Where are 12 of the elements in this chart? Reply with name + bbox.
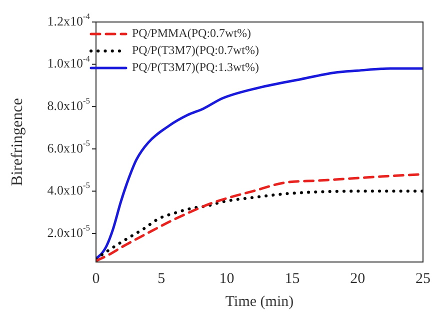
x-tick-label: 15 bbox=[284, 270, 300, 287]
x-axis-title: Time (min) bbox=[225, 294, 294, 310]
legend-label: PQ/P(T3M7)(PQ:1.3wt%) bbox=[132, 60, 260, 74]
x-tick-label: 25 bbox=[416, 270, 430, 287]
x-tick-label: 20 bbox=[350, 270, 366, 287]
legend-label: PQ/P(T3M7)(PQ:0.7wt%) bbox=[132, 43, 260, 58]
x-tick-label: 0 bbox=[92, 270, 100, 287]
legend-label: PQ/PMMA(PQ:0.7wt%) bbox=[132, 26, 252, 40]
y-axis-title: Birefringence bbox=[8, 98, 26, 186]
x-tick-label: 10 bbox=[219, 270, 234, 287]
line-series bbox=[96, 190, 423, 260]
x-tick-label: 5 bbox=[158, 270, 166, 287]
